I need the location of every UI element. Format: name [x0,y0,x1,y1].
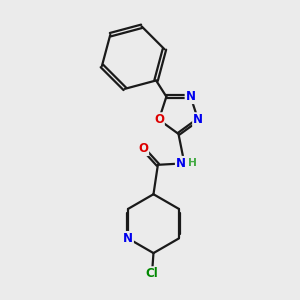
Text: N: N [176,157,186,170]
Text: H: H [188,158,197,168]
Text: N: N [186,90,196,103]
Text: N: N [193,113,203,126]
Text: O: O [154,113,164,126]
Text: N: N [123,232,133,245]
Text: O: O [138,142,148,155]
Text: Cl: Cl [146,267,158,280]
